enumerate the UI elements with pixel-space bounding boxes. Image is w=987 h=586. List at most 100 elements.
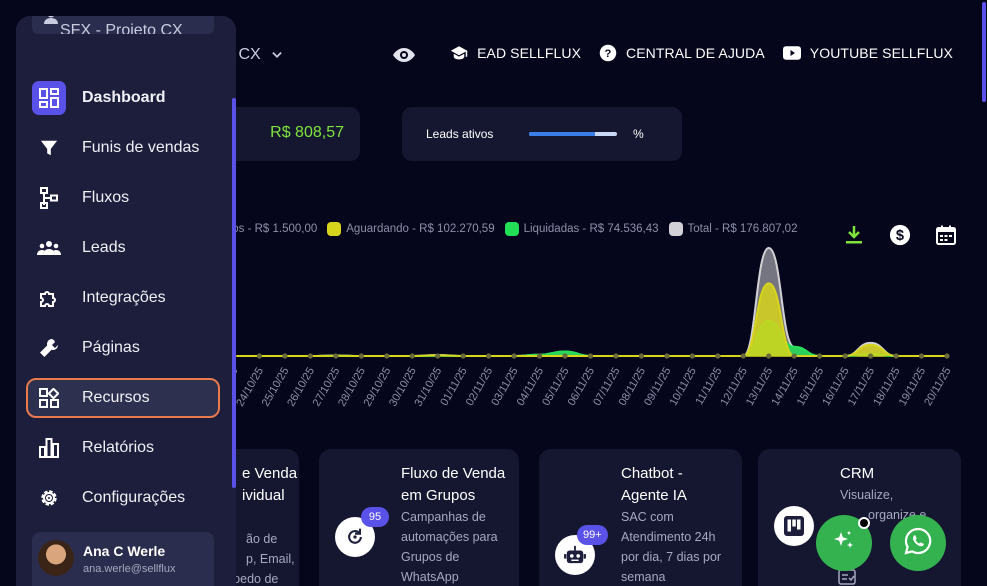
series-line-liquidadas [233, 319, 947, 357]
feature-title-2: em Grupos [401, 487, 476, 504]
eye-icon[interactable] [392, 43, 416, 67]
data-point[interactable] [766, 353, 772, 359]
user-name: Ana C Werle [83, 543, 166, 559]
feature-desc-4: semana [621, 570, 666, 584]
sidebar-item-label: Configurações [82, 489, 186, 506]
page-scrollbar[interactable] [982, 2, 986, 102]
svg-text:$: $ [896, 228, 904, 244]
download-icon[interactable] [843, 224, 865, 246]
people-icon [32, 231, 66, 265]
feature-title-2: ividual [242, 487, 285, 504]
data-point[interactable] [256, 353, 263, 359]
legend-swatch [327, 222, 342, 236]
help-center-link[interactable]: ? CENTRAL DE AJUDA [599, 44, 765, 62]
ai-assistant-button[interactable] [816, 515, 872, 571]
data-point[interactable] [409, 353, 415, 359]
notification-badge: 95 [361, 507, 389, 527]
youtube-link[interactable]: YOUTUBE SELLFLUX [782, 45, 953, 61]
data-point[interactable] [486, 353, 492, 359]
feature-card-chatbot[interactable]: Chatbot - Agente IA SAC com Atendimento … [539, 449, 742, 586]
data-point[interactable] [868, 353, 874, 359]
data-point[interactable] [435, 353, 441, 359]
calendar-icon[interactable] [935, 224, 957, 246]
feature-desc-1: SAC com [621, 510, 674, 524]
feature-title-2: Agente IA [621, 487, 687, 504]
data-point[interactable] [333, 353, 339, 359]
data-point[interactable] [893, 353, 899, 359]
sidebar-item-label: Integrações [82, 289, 166, 306]
data-point[interactable] [384, 353, 390, 359]
sidebar-item-configuracoes[interactable]: Configurações [28, 480, 218, 516]
chart-tools: $ [843, 224, 957, 246]
series-line-aguardando [233, 282, 947, 357]
data-point[interactable] [842, 353, 848, 359]
data-point[interactable] [358, 353, 364, 359]
data-point[interactable] [638, 353, 645, 359]
feature-desc-2: Atendimento 24h [621, 530, 716, 544]
chevron-down-icon[interactable] [269, 47, 285, 63]
sidebar-item-funis[interactable]: Funis de vendas [28, 130, 218, 166]
data-point[interactable] [689, 353, 695, 359]
series-line-total [233, 246, 947, 357]
kanban-icon [774, 506, 814, 546]
feature-title: e Venda [242, 465, 298, 482]
youtube-link-label: YOUTUBE SELLFLUX [809, 45, 953, 61]
feature-card-grupos[interactable]: Fluxo de Venda em Grupos Campanhas de au… [319, 449, 519, 586]
data-point[interactable] [817, 353, 823, 359]
widgets-icon [32, 381, 66, 415]
sidebar-item-fluxos[interactable]: Fluxos [28, 180, 218, 216]
data-point[interactable] [715, 353, 721, 359]
sidebar-project-selector[interactable]: SFX - Projeto CX [32, 16, 214, 34]
checklist-icon [838, 569, 856, 586]
data-point[interactable] [511, 353, 517, 359]
data-point[interactable] [282, 353, 288, 359]
data-point[interactable] [944, 353, 950, 359]
data-point[interactable] [613, 353, 619, 359]
user-icon [44, 16, 58, 29]
whatsapp-button[interactable] [890, 515, 946, 571]
data-point[interactable] [664, 353, 670, 359]
sidebar-item-integracoes[interactable]: Integrações [28, 280, 218, 316]
puzzle-icon [32, 281, 66, 315]
sidebar-item-dashboard[interactable]: Dashboard [28, 80, 218, 116]
data-point[interactable] [307, 353, 313, 359]
leads-progress-fill [529, 132, 595, 136]
sidebar-item-relatorios[interactable]: Relatórios [28, 430, 218, 466]
chart-legend: Estornos - R$ 1.500,00 Aguardando - R$ 1… [180, 222, 797, 236]
leads-label: Leads ativos [426, 127, 494, 141]
data-point[interactable] [791, 353, 797, 359]
dollar-icon[interactable]: $ [889, 224, 911, 246]
feature-desc-3: Grupos de [401, 550, 460, 564]
series-area-total [234, 248, 947, 356]
sidebar-item-label: Páginas [82, 339, 140, 356]
sidebar-nav: Dashboard Funis de vendas Fluxos Leads I… [26, 80, 220, 530]
ead-link[interactable]: EAD SELLFLUX [450, 45, 581, 61]
data-point[interactable] [918, 353, 925, 359]
feature-title: Chatbot - [621, 465, 683, 482]
legend-item-aguardando[interactable]: Aguardando - R$ 102.270,59 [327, 222, 495, 236]
legend-item-liquidadas[interactable]: Liquidadas - R$ 74.536,43 [504, 222, 659, 236]
sidebar-scrollbar[interactable] [232, 98, 236, 488]
sidebar-project-name: SFX - Projeto CX [60, 22, 183, 34]
legend-item-total[interactable]: Total - R$ 176.807,02 [668, 222, 797, 236]
data-point[interactable] [587, 353, 594, 359]
data-point[interactable] [740, 353, 746, 359]
youtube-icon [782, 46, 801, 60]
data-point[interactable] [536, 353, 543, 359]
legend-swatch [668, 222, 683, 236]
feature-desc-3: por dia, 7 dias por [621, 550, 722, 564]
sidebar: SFX - Projeto CX Dashboard Funis de vend… [16, 16, 236, 586]
sidebar-item-paginas[interactable]: Páginas [28, 330, 218, 366]
sidebar-item-leads[interactable]: Leads [28, 230, 218, 266]
bar-chart-icon [32, 431, 66, 465]
data-point[interactable] [562, 353, 568, 359]
user-card[interactable]: Ana C Werle ana.werle@sellflux [32, 532, 214, 586]
data-point[interactable] [460, 353, 466, 359]
leads-card: Leads ativos % [402, 107, 682, 161]
revenue-value: R$ 808,57 [270, 124, 344, 141]
feature-title: CRM [840, 465, 875, 482]
sidebar-item-recursos[interactable]: Recursos [26, 378, 220, 418]
series-area-liquidadas [234, 320, 947, 356]
filter-icon [32, 131, 66, 165]
legend-label: Liquidadas - R$ 74.536,43 [523, 223, 659, 235]
